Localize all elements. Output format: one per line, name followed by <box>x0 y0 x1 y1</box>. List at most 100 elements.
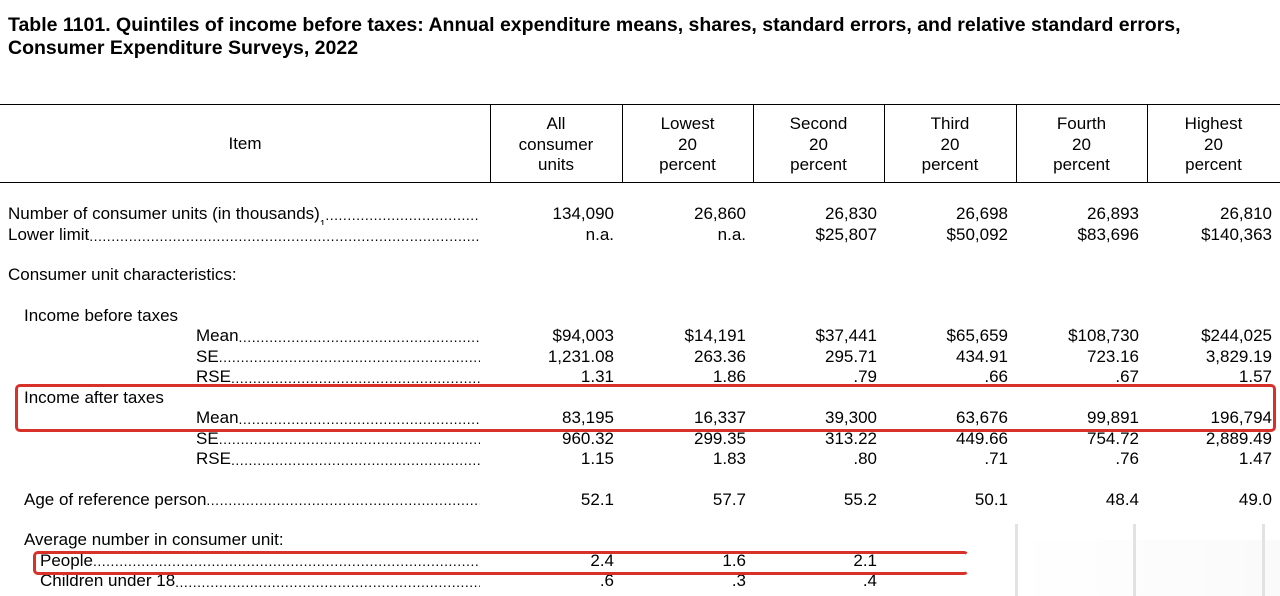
cell-second-20-percent: 55.2 <box>843 489 877 509</box>
row-label: Income before taxes <box>24 306 179 325</box>
row-label: Children under 18.......................… <box>40 571 480 590</box>
header-all-consumer-units: All consumer units <box>518 114 594 174</box>
cell-fourth-20-percent: 723.16 <box>1087 346 1139 366</box>
cell-highest-20-percent: $244,025 <box>1201 326 1272 345</box>
cell-third-20-percent: $50,092 <box>946 225 1008 244</box>
table-row-ibt-se: SE......................................… <box>0 347 1280 368</box>
cell-all-consumer-units: $94,003 <box>552 326 614 345</box>
cell-third-20-percent: .71 <box>984 449 1008 468</box>
cell-second-20-percent: 2.1 <box>853 550 877 570</box>
cell-lowest-20-percent: 57.7 <box>712 489 746 509</box>
cell-all-consumer-units: 1,231.08 <box>547 346 614 366</box>
cell-third-20-percent: .66 <box>984 367 1008 386</box>
row-label: Average number in consumer unit: <box>24 530 284 549</box>
glare-streak <box>1262 524 1265 596</box>
leader-dots: ........................................… <box>92 553 480 569</box>
cell-all-consumer-units: .6 <box>599 571 614 590</box>
cell-fourth-20-percent: $108,730 <box>1068 326 1139 345</box>
cell-all-consumer-units: 52.1 <box>580 489 614 509</box>
cell-lowest-20-percent: 299.35 <box>694 428 746 448</box>
cell-all-consumer-units: 960.32 <box>562 428 614 448</box>
row-label: Mean....................................… <box>196 408 480 427</box>
table-title: Table 1101. Quintiles of income before t… <box>8 14 1181 59</box>
cell-second-20-percent: .79 <box>853 367 877 386</box>
row-label: SE......................................… <box>196 428 480 448</box>
cell-second-20-percent: 39,300 <box>825 408 877 427</box>
table-row-children-under-18: Children under 18.......................… <box>0 571 1280 592</box>
leader-dots: ........................................… <box>89 227 480 244</box>
cell-second-20-percent: $37,441 <box>815 326 877 345</box>
cell-fourth-20-percent: .67 <box>1115 367 1139 386</box>
table-row-people: People..................................… <box>0 551 1280 572</box>
column-separator <box>622 104 623 182</box>
cell-fourth-20-percent: .76 <box>1115 449 1139 468</box>
cell-third-20-percent: 26,698 <box>956 204 1008 223</box>
cell-all-consumer-units: 2.4 <box>590 550 614 570</box>
cell-fourth-20-percent: 48.4 <box>1105 489 1139 509</box>
leader-dots: ........................................… <box>206 492 480 508</box>
cell-all-consumer-units: 134,090 <box>552 204 614 223</box>
cell-lowest-20-percent: 26,860 <box>694 204 746 223</box>
cell-highest-20-percent: 196,794 <box>1210 408 1272 427</box>
cell-highest-20-percent: 2,889.49 <box>1205 428 1272 448</box>
cell-fourth-20-percent: 26,893 <box>1087 204 1139 223</box>
cell-highest-20-percent: 26,810 <box>1220 204 1272 223</box>
leader-dots: ........................................… <box>230 451 480 468</box>
table-row-age-of-reference-person: Age of reference person.................… <box>0 490 1280 511</box>
leader-dots: ........................................… <box>175 573 480 590</box>
cell-lowest-20-percent: $14,191 <box>684 326 746 345</box>
cell-all-consumer-units: 83,195 <box>562 408 614 427</box>
cell-fourth-20-percent: 754.72 <box>1087 428 1139 448</box>
cell-third-20-percent: $65,659 <box>946 326 1008 345</box>
row-label: RSE.....................................… <box>196 449 480 470</box>
leader-dots: ........................................… <box>238 328 480 345</box>
cell-highest-20-percent: 1.57 <box>1238 367 1272 386</box>
cell-lowest-20-percent: .3 <box>731 571 746 590</box>
header-bottom-rule <box>0 182 1280 183</box>
cell-highest-20-percent: 49.0 <box>1238 489 1272 509</box>
table-top-rule <box>0 104 1280 105</box>
row-label: SE......................................… <box>196 346 480 366</box>
cell-all-consumer-units: 1.15 <box>580 449 614 468</box>
column-separator <box>884 104 885 182</box>
table-row-iat-se: SE......................................… <box>0 429 1280 450</box>
cell-second-20-percent: 26,830 <box>825 204 877 223</box>
cell-lowest-20-percent: 1.86 <box>712 367 746 386</box>
cell-fourth-20-percent: 99,891 <box>1087 408 1139 427</box>
header-fourth-20-percent: Fourth 20 percent <box>1053 114 1110 174</box>
cell-highest-20-percent: 3,829.19 <box>1205 346 1272 366</box>
table-row-ibt-mean: Mean....................................… <box>0 326 1280 347</box>
cell-highest-20-percent: 1.47 <box>1238 449 1272 468</box>
cell-third-20-percent: 63,676 <box>956 408 1008 427</box>
cell-second-20-percent: $25,807 <box>815 225 877 244</box>
row-label: RSE.....................................… <box>196 367 480 388</box>
cell-lowest-20-percent: 263.36 <box>694 346 746 366</box>
header-lowest-20-percent: Lowest 20 percent <box>659 114 716 174</box>
section-heading-income-before-taxes: Income before taxes <box>0 306 1280 327</box>
row-label: Lower limit.............................… <box>8 225 480 244</box>
section-heading-consumer-unit-characteristics: Consumer unit characteristics: <box>0 265 1280 286</box>
cell-second-20-percent: .80 <box>853 449 877 468</box>
cell-lowest-20-percent: 1.6 <box>722 550 746 570</box>
row-label: Age of reference person.................… <box>24 489 480 509</box>
table-row-iat-mean: Mean....................................… <box>0 408 1280 429</box>
column-separator <box>490 104 491 182</box>
row-label: People..................................… <box>40 550 480 570</box>
cell-fourth-20-percent: $83,696 <box>1077 225 1139 244</box>
cell-second-20-percent: 313.22 <box>825 428 877 448</box>
cell-highest-20-percent: $140,363 <box>1201 225 1272 244</box>
column-separator <box>1016 104 1017 182</box>
row-label: Number of consumer units (in thousands) 1… <box>8 204 480 225</box>
header-third-20-percent: Third 20 percent <box>921 114 979 174</box>
faded-region <box>955 540 1280 596</box>
leader-dots: ........................................… <box>230 369 480 386</box>
leader-dots: ........................................… <box>325 206 480 223</box>
section-heading-average-number: Average number in consumer unit: <box>0 530 1280 551</box>
leader-dots: ........................................… <box>218 431 480 447</box>
row-label: Consumer unit characteristics: <box>8 265 237 284</box>
leader-dots: ........................................… <box>238 410 480 427</box>
table-row-lower-limit: Lower limit.............................… <box>0 225 1280 246</box>
table-row-iat-rse: RSE.....................................… <box>0 449 1280 470</box>
cell-lowest-20-percent: 1.83 <box>712 449 746 468</box>
cell-all-consumer-units: n.a. <box>585 225 614 244</box>
